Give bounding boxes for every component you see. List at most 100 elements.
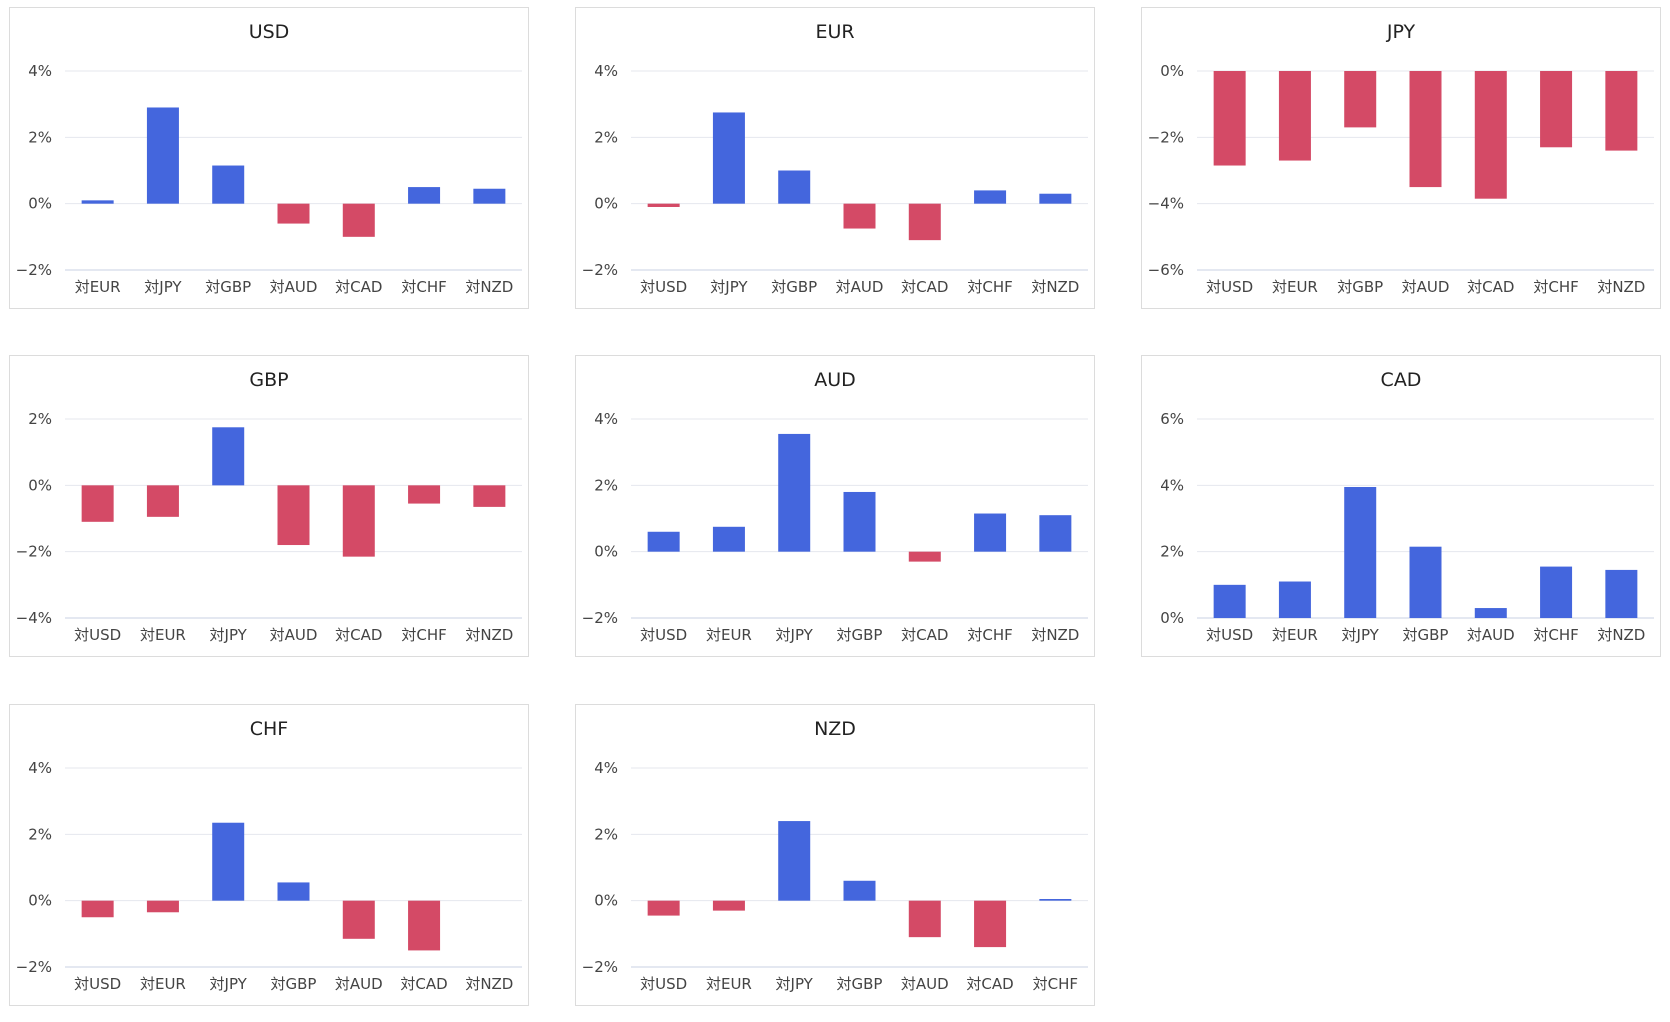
x-tick-label: 対JPY [776, 626, 814, 644]
y-tick-label: 4% [28, 62, 52, 80]
x-tick-label: 対GBP [271, 975, 317, 993]
bar [212, 427, 245, 486]
bar [473, 485, 506, 507]
bar-chart-jpy: 0% −2% −4% −6% 対USD 対EUR 対GBP 対AUD 対CAD 対CHF 対NZD [1148, 62, 1654, 296]
x-tick-label: 対JPY [144, 278, 182, 296]
x-tick-label: 対CAD [400, 975, 447, 993]
bar [1344, 486, 1377, 618]
bar [473, 188, 506, 204]
bar-chart-usd: 4% 2% 0% −2% 対EUR 対JPY 対GBP 対AUD 対CAD 対CHF 対NZD [16, 62, 522, 296]
y-tick-label: 0% [594, 195, 618, 213]
chart-title: NZD [814, 718, 856, 740]
bar [1605, 71, 1638, 151]
x-tick-label: 対JPY [210, 626, 248, 644]
bar [1213, 584, 1246, 618]
y-tick-label: −2% [16, 261, 52, 279]
x-tick-label: 対USD [1206, 278, 1253, 296]
x-tick-label: 対CAD [1467, 278, 1514, 296]
y-tick-label: 2% [594, 128, 618, 146]
x-tick-label: 対JPY [1342, 626, 1380, 644]
bar [1039, 515, 1072, 552]
bar [712, 526, 745, 552]
bar [647, 531, 680, 552]
x-tick-label: 対CHF [967, 626, 1012, 644]
chart-title: AUD [814, 369, 856, 391]
bar [1039, 193, 1072, 204]
y-tick-label: 0% [1160, 62, 1184, 80]
x-tick-label: 対NZD [465, 278, 513, 296]
bar [212, 165, 245, 204]
bar [277, 485, 310, 546]
y-tick-label: −2% [1148, 128, 1184, 146]
y-tick-label: −2% [582, 261, 618, 279]
x-tick-label: 対AUD [836, 278, 884, 296]
y-tick-label: 0% [1160, 609, 1184, 627]
x-tick-label: 対USD [74, 975, 121, 993]
x-tick-label: 対NZD [1597, 626, 1645, 644]
y-tick-label: 4% [594, 759, 618, 777]
y-tick-label: 6% [1160, 410, 1184, 428]
y-tick-label: −4% [16, 609, 52, 627]
y-tick-label: 4% [594, 410, 618, 428]
bar [647, 900, 680, 916]
bar [408, 900, 441, 951]
x-tick-label: 対AUD [901, 975, 949, 993]
y-tick-label: −2% [582, 958, 618, 976]
y-tick-label: −2% [16, 958, 52, 976]
bar [1474, 608, 1507, 618]
chart-panel-eur: EUR 4% 2% 0% −2% 対USD 対JPY 対GBP 対AUD 対CAD 対CHF 対NZ… [575, 7, 1095, 309]
chart-title: EUR [815, 21, 855, 43]
bar [277, 882, 310, 901]
bar [843, 880, 876, 901]
x-tick-label: 対CAD [335, 278, 382, 296]
bar [146, 107, 179, 204]
bar [277, 203, 310, 224]
bar [1540, 71, 1573, 148]
bar [778, 821, 811, 901]
x-tick-label: 対CAD [966, 975, 1013, 993]
bar [908, 900, 941, 938]
bar [212, 822, 245, 901]
chart-panel-nzd: NZD 4% 2% 0% −2% 対USD 対EUR 対JPY 対GBP 対AUD 対CAD 対CH… [575, 704, 1095, 1006]
bar [974, 513, 1007, 552]
x-tick-label: 対GBP [1337, 278, 1383, 296]
y-tick-label: 0% [594, 543, 618, 561]
bar [81, 485, 114, 522]
bar [647, 203, 680, 207]
bar [1540, 566, 1573, 618]
bar [843, 203, 876, 229]
bar [81, 900, 114, 918]
bar [342, 203, 375, 237]
bar [1344, 71, 1377, 128]
bar-chart-cad: 6% 4% 2% 0% 対USD 対EUR 対JPY 対GBP 対AUD 対CHF 対NZD [1160, 410, 1654, 644]
y-tick-label: 0% [594, 892, 618, 910]
y-tick-label: 2% [1160, 543, 1184, 561]
bar [1605, 569, 1638, 618]
x-tick-label: 対EUR [140, 975, 186, 993]
y-tick-label: −4% [1148, 195, 1184, 213]
x-tick-label: 対AUD [1402, 278, 1450, 296]
x-tick-label: 対AUD [270, 626, 318, 644]
bar [778, 170, 811, 204]
x-tick-label: 対USD [1206, 626, 1253, 644]
x-tick-label: 対EUR [706, 626, 752, 644]
bar [778, 433, 811, 552]
x-tick-label: 対USD [640, 278, 687, 296]
y-tick-label: 0% [28, 892, 52, 910]
bar [1409, 546, 1442, 618]
bar [712, 900, 745, 911]
bar [1278, 71, 1311, 161]
y-tick-label: 0% [28, 195, 52, 213]
y-tick-label: 4% [594, 62, 618, 80]
chart-panel-chf: CHF 4% 2% 0% −2% 対USD 対EUR 対JPY 対GBP 対AUD 対CAD 対NZ… [9, 704, 529, 1006]
y-tick-label: −6% [1148, 261, 1184, 279]
x-tick-label: 対AUD [335, 975, 383, 993]
bar [81, 200, 114, 204]
chart-title: USD [248, 21, 290, 43]
bar [712, 112, 745, 204]
chart-panel-gbp: GBP 2% 0% −2% −4% 対USD 対EUR 対JPY 対AUD 対CAD 対CHF 対N… [9, 355, 529, 657]
chart-panel-usd: USD 4% 2% 0% −2% 対EUR 対JPY 対GBP 対AUD 対CAD 対CHF 対NZ… [9, 7, 529, 309]
x-tick-label: 対CHF [1533, 626, 1578, 644]
x-tick-label: 対USD [640, 975, 687, 993]
